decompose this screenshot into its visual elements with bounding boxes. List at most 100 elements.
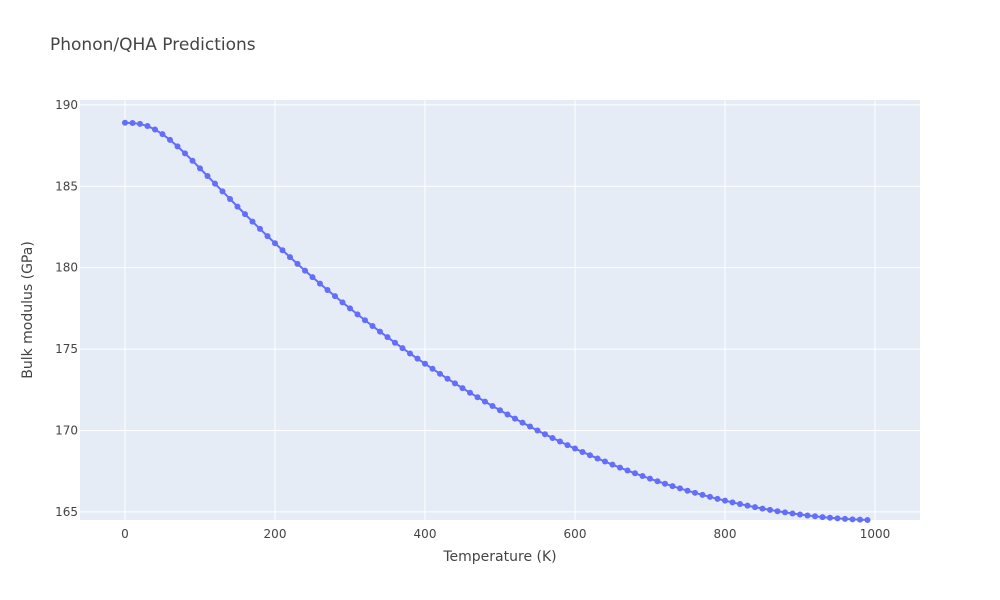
data-point [564,442,571,449]
y-tick-label: 165 [55,505,78,519]
data-point [542,431,548,438]
x-tick-label: 200 [264,527,287,541]
data-point [519,419,526,426]
data-point [152,126,158,133]
data-point [384,334,391,341]
data-point [459,385,466,392]
data-point [294,260,301,267]
data-point [617,464,623,471]
data-point [219,188,226,195]
data-point [302,267,308,274]
data-point [812,513,818,520]
data-point [842,515,848,522]
data-point [129,119,136,126]
data-point [392,339,398,346]
data-point [189,157,196,164]
data-point [429,365,436,372]
data-point [549,434,556,441]
data-point [249,218,256,225]
data-point [159,131,166,138]
chart-title: Phonon/QHA Predictions [50,35,256,55]
data-point [849,516,856,523]
data-point [797,511,803,518]
data-point [489,403,496,410]
data-point [677,485,683,492]
data-point [362,317,368,324]
plot-area [80,100,920,520]
data-point [707,493,713,500]
data-point [264,233,271,240]
data-point [309,274,316,281]
data-point [729,499,736,506]
series-line [124,121,868,521]
data-point [414,355,421,362]
data-point [864,517,871,523]
y-axis-label: Bulk modulus (GPa) [20,241,36,379]
y-tick-label: 185 [55,179,78,193]
data-point [692,489,698,496]
data-point [174,143,181,150]
data-point [527,423,533,430]
data-point [234,203,241,210]
data-point [587,452,593,459]
y-tick-label: 175 [55,342,78,356]
data-point [602,458,608,465]
data-point [332,293,338,300]
data-point [669,483,676,490]
data-point [369,322,376,329]
data-point [534,427,541,434]
data-point [377,328,383,335]
x-tick-label: 800 [714,527,737,541]
x-tick-label: 0 [121,527,129,541]
data-point [197,165,203,172]
data-point [579,448,586,455]
data-point [212,180,218,187]
data-point [752,504,758,511]
data-point [437,370,443,377]
data-point [632,470,638,477]
data-point [594,455,601,462]
data-point [242,211,248,218]
data-point [444,375,451,382]
data-point [497,407,503,414]
data-point [144,123,151,130]
data-point [467,389,473,396]
data-point [624,467,631,474]
data-point [639,473,646,480]
data-point [347,305,353,312]
data-point [557,438,563,445]
data-point [272,240,278,247]
data-point [452,380,458,387]
data-point [834,515,841,522]
data-point [857,516,863,523]
data-point [354,311,361,318]
data-point [512,415,518,422]
tick-labels: 0 200 400 600 800 1000 165 170 175 180 185 190 [55,98,890,541]
data-point [407,350,413,357]
data-point [737,501,743,508]
data-point [684,487,691,494]
data-point [789,510,796,517]
data-point [804,512,811,519]
data-point [722,497,728,504]
x-tick-label: 400 [414,527,437,541]
data-point [774,508,781,515]
data-point [474,394,481,401]
data-point [227,195,233,202]
data-point [782,509,788,516]
data-point [122,119,128,126]
data-point [279,247,286,254]
x-axis-label: Temperature (K) [442,549,556,565]
x-tick-label: 600 [564,527,587,541]
y-tick-label: 180 [55,261,78,275]
data-point [167,136,173,143]
data-point [647,475,653,482]
data-point [699,491,706,498]
data-point [257,225,263,232]
data-point [182,150,188,157]
data-point [827,514,833,521]
data-point [714,495,721,502]
data-point [819,514,826,521]
data-point [422,360,428,367]
